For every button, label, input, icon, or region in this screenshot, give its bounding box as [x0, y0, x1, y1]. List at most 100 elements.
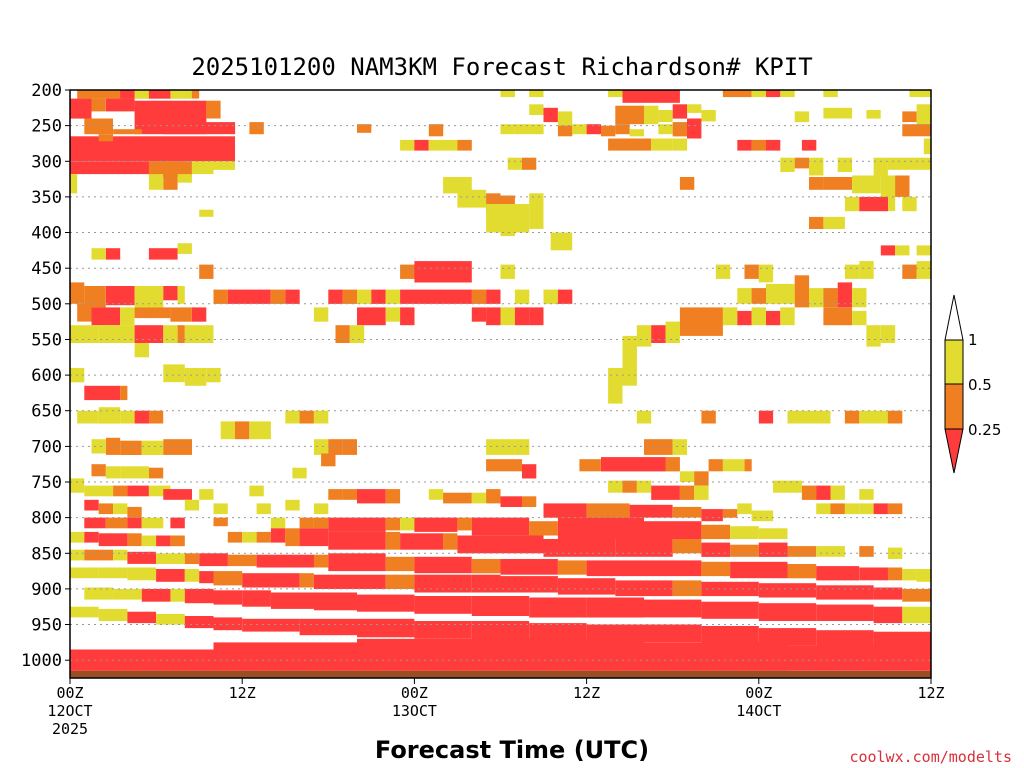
ri-cell-yellow — [543, 289, 558, 304]
ri-cell-red — [285, 289, 300, 304]
ri-cell-yellow — [572, 124, 587, 135]
ri-cell-orange — [385, 574, 415, 589]
ri-cell-red — [672, 104, 688, 119]
ri-cell-red — [880, 245, 896, 256]
ri-cell-red — [156, 569, 185, 582]
ri-cell-red — [242, 573, 300, 588]
ri-cell-red — [758, 410, 774, 424]
ri-cell-yellow — [70, 606, 99, 618]
ri-cell-yellow — [77, 410, 92, 424]
legend-swatch-0.5-1 — [944, 339, 964, 385]
ri-cell-red — [486, 307, 501, 326]
ri-cell-yellow — [529, 193, 544, 229]
ri-cell-red — [529, 597, 587, 618]
ri-cell-orange — [428, 124, 444, 137]
ri-cell-red — [471, 596, 530, 616]
ri-cell-orange — [213, 517, 228, 527]
ri-cell-orange — [91, 464, 106, 477]
ri-cell-yellow — [213, 503, 228, 515]
ri-cell-yellow — [859, 261, 874, 279]
ri-cell-red — [414, 556, 472, 574]
ri-cell-yellow — [349, 325, 365, 343]
ri-cell-orange — [170, 535, 185, 547]
ri-cell-orange — [148, 161, 192, 177]
ri-cell-yellow — [557, 111, 573, 126]
ri-cell-red — [529, 307, 544, 326]
ri-cell-red — [127, 611, 157, 624]
ri-cell-red — [70, 136, 235, 162]
ri-cell-red — [256, 554, 314, 568]
ri-cell-orange — [859, 546, 874, 557]
ri-cell-orange — [722, 90, 752, 98]
ri-cell-red — [543, 107, 558, 123]
ri-cell-orange — [902, 264, 917, 279]
ri-cell-yellow — [780, 157, 795, 172]
ri-cell-yellow — [70, 531, 85, 543]
ri-cell-orange — [608, 138, 652, 151]
ri-cell-orange — [184, 553, 200, 564]
ri-cell-yellow — [120, 410, 135, 424]
ri-cell-orange — [751, 139, 766, 151]
ri-cell-yellow — [529, 104, 544, 115]
ri-cell-orange — [235, 421, 250, 440]
ri-cell-orange — [457, 139, 472, 151]
ri-cell-orange — [127, 506, 142, 518]
ri-cell-yellow — [184, 569, 200, 582]
ri-cell-yellow — [823, 107, 853, 119]
ri-cell-yellow — [766, 283, 795, 304]
ri-cell-red — [471, 307, 487, 322]
ri-cell-orange — [679, 307, 723, 336]
ri-cell-orange — [342, 289, 357, 304]
ri-cell-red — [529, 623, 587, 643]
ri-cell-orange — [902, 111, 917, 123]
ri-cell-orange — [694, 471, 709, 486]
ri-cell-red — [134, 325, 164, 343]
y-tick-label: 700 — [31, 437, 62, 457]
ri-cell-orange — [127, 533, 142, 547]
ri-cell-orange — [328, 439, 343, 455]
ri-cell-yellow — [902, 569, 917, 581]
ri-cell-yellow — [206, 368, 221, 383]
ri-cell-orange — [672, 580, 702, 597]
ri-cell-red — [371, 289, 386, 304]
y-tick-label: 250 — [31, 117, 62, 137]
ri-cell-yellow — [794, 111, 810, 123]
ri-cell-red — [213, 642, 357, 671]
ri-cell-yellow — [701, 110, 716, 122]
ri-cell-red — [644, 521, 702, 539]
credit-link[interactable]: coolwx.com/modelts — [849, 748, 1012, 766]
ri-cell-orange — [522, 157, 537, 170]
y-tick-label: 300 — [31, 152, 62, 172]
ground-fill — [70, 670, 931, 678]
ri-cell-red — [357, 618, 415, 638]
ri-cell-red — [586, 597, 644, 618]
ri-cell-orange — [708, 459, 723, 472]
ri-cell-yellow — [751, 307, 766, 326]
ri-cell-yellow — [141, 440, 164, 455]
ri-cell-orange — [672, 539, 702, 554]
ri-cell-yellow — [170, 90, 192, 99]
ri-cell-yellow — [213, 161, 235, 170]
ri-cell-yellow — [873, 157, 888, 176]
ri-cell-red — [737, 310, 752, 326]
ri-cell-yellow — [859, 489, 874, 500]
ri-cell-red — [414, 596, 472, 614]
ri-cell-orange — [227, 554, 257, 567]
ri-cell-yellow — [859, 503, 874, 515]
y-tick-label: 650 — [31, 402, 62, 422]
ri-cell-yellow — [507, 157, 523, 170]
ri-cell-yellow — [758, 264, 774, 283]
ri-cell-red — [199, 553, 228, 567]
ri-cell-yellow — [514, 289, 530, 304]
ri-cell-yellow — [285, 410, 300, 424]
ri-cell-red — [816, 585, 874, 600]
ri-cell-orange — [744, 459, 752, 472]
ri-cell-orange — [299, 573, 314, 588]
ri-cell-red — [98, 533, 128, 547]
ri-cell-orange — [84, 286, 106, 308]
ri-cell-orange — [227, 531, 243, 543]
ri-cell-red — [758, 628, 817, 646]
ri-cell-yellow — [737, 288, 752, 304]
ri-cell-yellow — [916, 104, 931, 126]
ri-cell-red — [270, 528, 286, 543]
